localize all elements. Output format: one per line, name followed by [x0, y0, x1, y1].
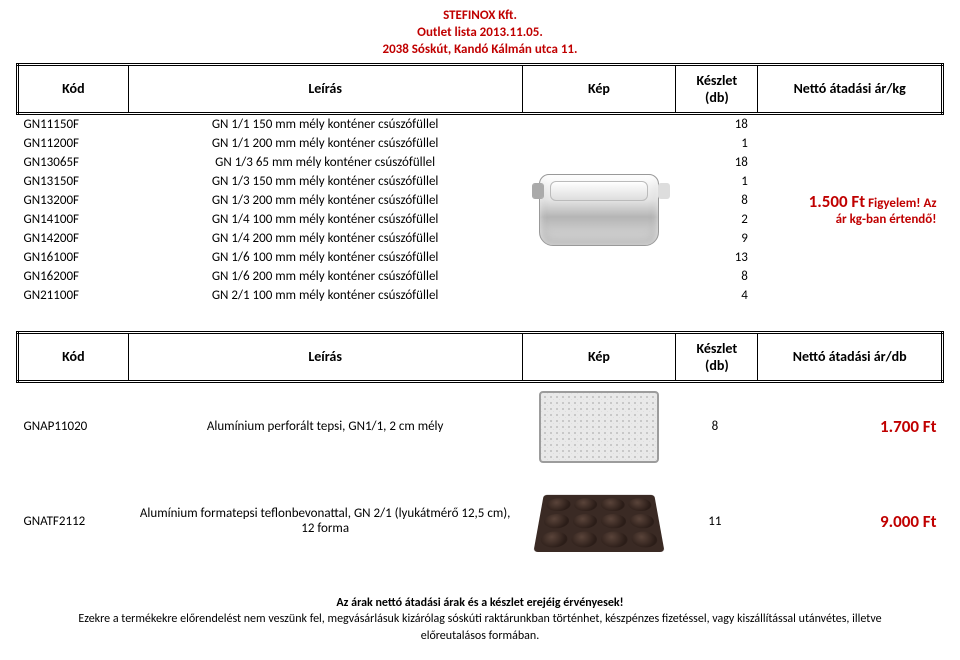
- col-qty-line2: (db): [705, 89, 729, 106]
- cell-code: GN13065F: [18, 153, 129, 172]
- cell-qty: 8: [676, 191, 758, 210]
- footer-line-3: előreutalásos formában.: [16, 628, 944, 644]
- product-table-1: Kód Leírás Kép Készlet (db) Nettó átadás…: [16, 63, 944, 305]
- cell-qty: 18: [676, 113, 758, 134]
- footer: Az árak nettó átadási árak és a készlet …: [16, 595, 944, 644]
- cell-desc: GN 1/3 150 mm mély konténer csúszófüllel: [128, 172, 522, 191]
- company-name: STEFINOX Kft.: [16, 8, 944, 25]
- col-desc: Leírás: [128, 332, 522, 381]
- cell-desc: Alumínium formatepsi teflonbevonattal, G…: [128, 471, 522, 571]
- cell-desc: GN 1/6 100 mm mély konténer csúszófüllel: [128, 248, 522, 267]
- footer-line-2: Ezekre a termékekre előrendelést nem ves…: [16, 611, 944, 627]
- col-price: Nettó átadási ár/db: [758, 332, 943, 381]
- cell-image: [522, 381, 676, 471]
- cell-qty: 13: [676, 248, 758, 267]
- col-qty-line1: Készlet: [696, 340, 737, 357]
- cell-qty: 8: [676, 267, 758, 286]
- col-price: Nettó átadási ár/kg: [758, 64, 943, 113]
- table-header-row: Kód Leírás Kép Készlet (db) Nettó átadás…: [18, 64, 943, 113]
- cell-qty: 11: [676, 471, 758, 571]
- cell-price: 1.700 Ft: [758, 381, 943, 471]
- cell-qty: 18: [676, 153, 758, 172]
- list-title: Outlet lista 2013.11.05.: [16, 25, 944, 42]
- cell-code: GN21100F: [18, 286, 129, 305]
- cell-code: GN16200F: [18, 267, 129, 286]
- cell-desc: GN 1/1 200 mm mély konténer csúszófüllel: [128, 134, 522, 153]
- cell-code: GN13150F: [18, 172, 129, 191]
- table-row: GNATF2112 Alumínium formatepsi teflonbev…: [18, 471, 943, 571]
- cell-desc: GN 1/3 65 mm mély konténer csúszófüllel: [128, 153, 522, 172]
- cell-qty: 1: [676, 172, 758, 191]
- muffin-tray-image: [533, 495, 664, 552]
- cell-desc: GN 1/4 100 mm mély konténer csúszófüllel: [128, 210, 522, 229]
- company-address: 2038 Sóskút, Kandó Kálmán utca 11.: [16, 42, 944, 59]
- cell-price: 1.500 Ft Figyelem! Az ár kg-ban értendő!: [758, 113, 943, 305]
- cell-desc: GN 1/4 200 mm mély konténer csúszófüllel: [128, 229, 522, 248]
- price-note-1: Figyelem! Az: [868, 196, 936, 211]
- cell-qty: 9: [676, 229, 758, 248]
- cell-code: GNAP11020: [18, 381, 129, 471]
- cell-desc: Alumínium perforált tepsi, GN1/1, 2 cm m…: [128, 381, 522, 471]
- price-note-2: ár kg-ban értendő!: [836, 212, 937, 227]
- col-img: Kép: [522, 332, 676, 381]
- cell-price: 9.000 Ft: [758, 471, 943, 571]
- gn-pan-image: [539, 174, 659, 246]
- col-qty: Készlet (db): [676, 332, 758, 381]
- cell-image: [522, 113, 676, 305]
- table-row: GN11150F GN 1/1 150 mm mély konténer csú…: [18, 113, 943, 134]
- cell-qty: 2: [676, 210, 758, 229]
- cell-code: GN11150F: [18, 113, 129, 134]
- cell-code: GN13200F: [18, 191, 129, 210]
- footer-line-1: Az árak nettó átadási árak és a készlet …: [16, 595, 944, 611]
- price-main: 1.500 Ft: [809, 191, 866, 212]
- cell-desc: GN 2/1 100 mm mély konténer csúszófüllel: [128, 286, 522, 305]
- cell-code: GN11200F: [18, 134, 129, 153]
- cell-desc: GN 1/3 200 mm mély konténer csúszófüllel: [128, 191, 522, 210]
- col-code: Kód: [18, 64, 129, 113]
- table-header-row: Kód Leírás Kép Készlet (db) Nettó átadás…: [18, 332, 943, 381]
- cell-desc: GN 1/1 150 mm mély konténer csúszófüllel: [128, 113, 522, 134]
- cell-code: GN14100F: [18, 210, 129, 229]
- cell-qty: 8: [676, 381, 758, 471]
- product-table-2: Kód Leírás Kép Készlet (db) Nettó átadás…: [16, 331, 944, 572]
- col-code: Kód: [18, 332, 129, 381]
- col-qty-line2: (db): [705, 357, 729, 374]
- cell-qty: 1: [676, 134, 758, 153]
- cell-code: GN16100F: [18, 248, 129, 267]
- cell-code: GNATF2112: [18, 471, 129, 571]
- perforated-tray-image: [539, 391, 659, 463]
- cell-qty: 4: [676, 286, 758, 305]
- table-row: GNAP11020 Alumínium perforált tepsi, GN1…: [18, 381, 943, 471]
- cell-desc: GN 1/6 200 mm mély konténer csúszófüllel: [128, 267, 522, 286]
- col-desc: Leírás: [128, 64, 522, 113]
- cell-code: GN14200F: [18, 229, 129, 248]
- cell-image: [522, 471, 676, 571]
- col-qty-line1: Készlet: [696, 72, 737, 89]
- col-img: Kép: [522, 64, 676, 113]
- col-qty: Készlet (db): [676, 64, 758, 113]
